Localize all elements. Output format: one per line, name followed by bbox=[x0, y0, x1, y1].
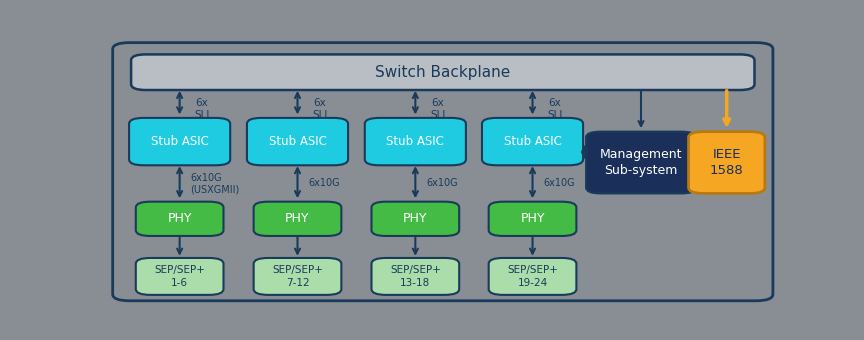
FancyBboxPatch shape bbox=[482, 118, 583, 165]
Text: PHY: PHY bbox=[403, 212, 428, 225]
Text: 6x10G: 6x10G bbox=[308, 178, 340, 188]
FancyBboxPatch shape bbox=[112, 42, 773, 301]
FancyBboxPatch shape bbox=[586, 132, 696, 193]
Text: SEP/SEP+
19-24: SEP/SEP+ 19-24 bbox=[507, 265, 558, 288]
Text: 6x10G: 6x10G bbox=[426, 178, 458, 188]
Text: PHY: PHY bbox=[168, 212, 192, 225]
FancyBboxPatch shape bbox=[254, 202, 341, 236]
Text: 6x
SLI: 6x SLI bbox=[430, 98, 446, 120]
Text: IEEE
1588: IEEE 1588 bbox=[710, 148, 744, 177]
Text: SEP/SEP+
13-18: SEP/SEP+ 13-18 bbox=[390, 265, 441, 288]
FancyBboxPatch shape bbox=[372, 258, 459, 295]
FancyBboxPatch shape bbox=[136, 258, 224, 295]
Text: Stub ASIC: Stub ASIC bbox=[504, 135, 562, 148]
FancyBboxPatch shape bbox=[489, 202, 576, 236]
Text: PHY: PHY bbox=[520, 212, 545, 225]
FancyBboxPatch shape bbox=[365, 118, 466, 165]
FancyBboxPatch shape bbox=[489, 258, 576, 295]
Text: Stub ASIC: Stub ASIC bbox=[386, 135, 444, 148]
Text: Stub ASIC: Stub ASIC bbox=[269, 135, 327, 148]
Text: 6x10G: 6x10G bbox=[543, 178, 575, 188]
FancyBboxPatch shape bbox=[247, 118, 348, 165]
Text: 6x
SLI: 6x SLI bbox=[312, 98, 327, 120]
Text: Switch Backplane: Switch Backplane bbox=[375, 65, 511, 80]
Text: 6x
SLI: 6x SLI bbox=[547, 98, 562, 120]
FancyBboxPatch shape bbox=[136, 202, 224, 236]
Text: 6x
SLI: 6x SLI bbox=[194, 98, 210, 120]
Text: SEP/SEP+
1-6: SEP/SEP+ 1-6 bbox=[154, 265, 205, 288]
Text: 6x10G
(USXGMII): 6x10G (USXGMII) bbox=[190, 173, 239, 194]
Text: Management
Sub-system: Management Sub-system bbox=[600, 148, 683, 177]
Text: PHY: PHY bbox=[285, 212, 310, 225]
FancyBboxPatch shape bbox=[372, 202, 459, 236]
FancyBboxPatch shape bbox=[131, 54, 754, 90]
FancyBboxPatch shape bbox=[689, 132, 765, 193]
FancyBboxPatch shape bbox=[129, 118, 230, 165]
Text: Stub ASIC: Stub ASIC bbox=[150, 135, 208, 148]
FancyBboxPatch shape bbox=[254, 258, 341, 295]
Text: SEP/SEP+
7-12: SEP/SEP+ 7-12 bbox=[272, 265, 323, 288]
